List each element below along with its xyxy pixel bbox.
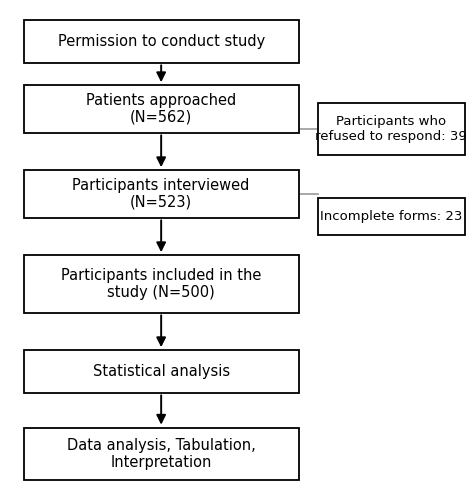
FancyBboxPatch shape [318, 198, 465, 235]
Text: Statistical analysis: Statistical analysis [92, 364, 230, 379]
Text: Patients approached
(N=562): Patients approached (N=562) [86, 92, 236, 125]
Text: Participants included in the
study (N=500): Participants included in the study (N=50… [61, 268, 261, 300]
Text: Participants interviewed
(N=523): Participants interviewed (N=523) [73, 178, 250, 210]
Text: Permission to conduct study: Permission to conduct study [57, 34, 265, 49]
Text: Incomplete forms: 23: Incomplete forms: 23 [320, 210, 462, 223]
FancyBboxPatch shape [24, 255, 299, 312]
Text: Participants who
refused to respond: 39: Participants who refused to respond: 39 [315, 115, 467, 143]
FancyBboxPatch shape [24, 170, 299, 218]
FancyBboxPatch shape [24, 350, 299, 393]
FancyBboxPatch shape [24, 20, 299, 62]
FancyBboxPatch shape [318, 102, 465, 155]
FancyBboxPatch shape [24, 428, 299, 480]
FancyBboxPatch shape [24, 85, 299, 132]
Text: Data analysis, Tabulation,
Interpretation: Data analysis, Tabulation, Interpretatio… [67, 438, 255, 470]
